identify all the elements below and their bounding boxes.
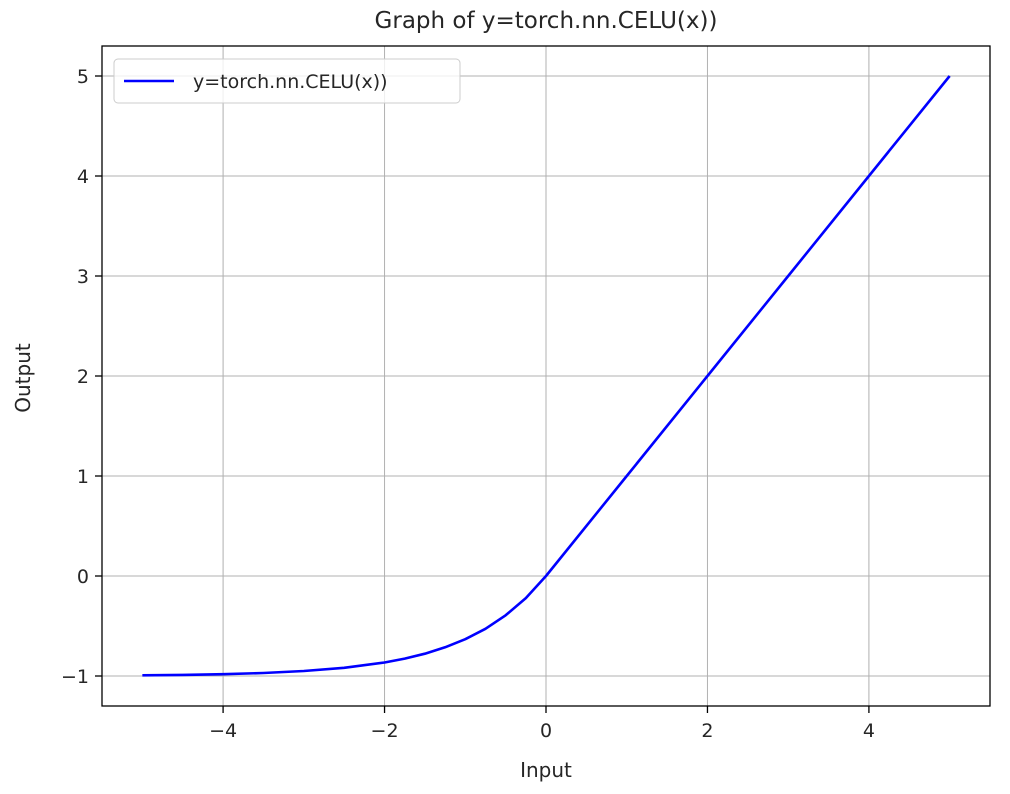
x-tick-label: −2 (371, 720, 399, 742)
y-tick-label: −1 (61, 666, 89, 688)
x-axis-label: Input (520, 758, 572, 782)
y-tick-label: 4 (77, 166, 89, 188)
series-line-0 (142, 75, 951, 677)
legend: y=torch.nn.CELU(x)) (113, 58, 461, 104)
legend-label: y=torch.nn.CELU(x)) (193, 71, 388, 93)
y-tick-label: 1 (77, 466, 89, 488)
x-tick-label: −4 (209, 720, 237, 742)
x-tick-label: 4 (863, 720, 875, 742)
x-axis-ticks: −4 −2 0 2 4 (209, 706, 875, 742)
y-tick-label: 2 (77, 366, 89, 388)
plot-area (142, 75, 951, 677)
y-axis-ticks: −1 0 1 2 3 4 5 (61, 66, 102, 688)
chart-title: Graph of y=torch.nn.CELU(x)) (375, 8, 718, 34)
y-axis-label: Output (11, 343, 35, 413)
grid (102, 46, 990, 706)
y-tick-label: 3 (77, 266, 89, 288)
x-tick-label: 2 (701, 720, 713, 742)
y-tick-label: 5 (77, 66, 89, 88)
legend-box (113, 58, 461, 104)
x-tick-label: 0 (540, 720, 552, 742)
y-tick-label: 0 (77, 566, 89, 588)
